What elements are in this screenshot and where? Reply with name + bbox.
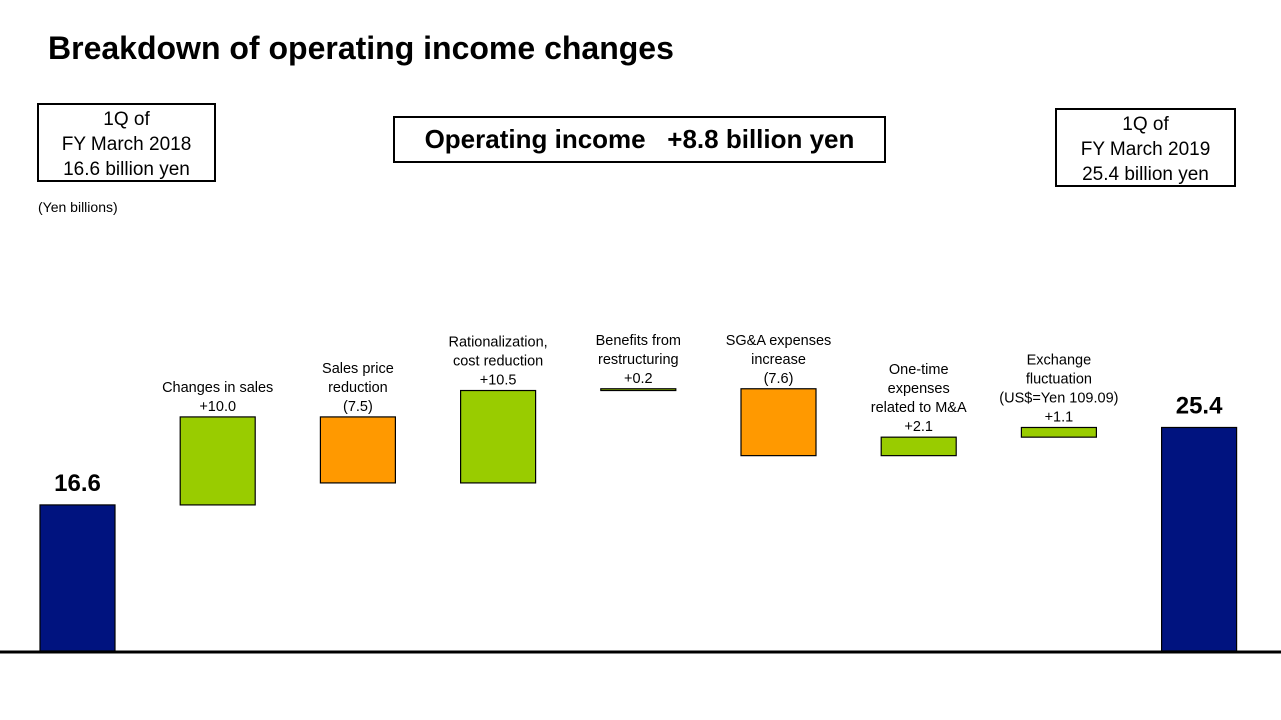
step-category-label: Rationalization,: [449, 335, 548, 351]
headline-box: Operating income +8.8 billion yen: [393, 116, 886, 163]
total-bar: [39, 504, 116, 652]
step-value-label: +0.2: [624, 371, 653, 387]
end-period-line-1: 1Q of: [1122, 114, 1169, 135]
page-title: Breakdown of operating income changes: [48, 30, 674, 66]
step-category-label: reduction: [328, 380, 388, 396]
step-value-label: +10.0: [199, 399, 236, 415]
step-value-label: (7.6): [764, 371, 794, 387]
decrease-bar: [740, 388, 817, 457]
step-category-label: restructuring: [598, 352, 679, 368]
start-period-line-2: FY March 2018: [61, 134, 192, 155]
total-value-label: 16.6: [54, 470, 101, 497]
step-category-label: Changes in sales: [162, 380, 273, 396]
step-value-label: +10.5: [480, 373, 517, 389]
step-value-label: (7.5): [343, 399, 373, 415]
increase-bar: [1020, 426, 1098, 438]
step-category-label: One-time: [889, 362, 949, 378]
total-value-label: 25.4: [1176, 392, 1223, 419]
increase-bar: [460, 389, 537, 484]
increase-bar: [600, 388, 677, 392]
step-category-label: cost reduction: [453, 354, 543, 370]
total-bar: [1160, 426, 1238, 652]
start-period-line-3: 16.6 billion yen: [63, 159, 190, 180]
step-value-label: +2.1: [904, 419, 933, 435]
step-category-label: (US$=Yen 109.09): [999, 390, 1118, 406]
unit-label: (Yen billions): [38, 199, 118, 215]
step-category-label: fluctuation: [1026, 371, 1092, 387]
step-value-label: +1.1: [1045, 409, 1074, 425]
increase-bar: [880, 436, 957, 457]
start-period-line-1: 1Q of: [103, 109, 150, 130]
start-period-box: 1Q of FY March 2018 16.6 billion yen: [37, 103, 216, 182]
step-category-label: SG&A expenses: [726, 333, 832, 349]
end-period-box: 1Q of FY March 2019 25.4 billion yen: [1055, 108, 1236, 187]
step-category-label: Benefits from: [596, 333, 681, 349]
step-category-label: related to M&A: [871, 400, 967, 416]
step-category-label: Exchange: [1027, 352, 1092, 368]
step-category-label: increase: [751, 352, 806, 368]
decrease-bar: [319, 416, 396, 484]
increase-bar: [179, 416, 256, 506]
end-period-line-3: 25.4 billion yen: [1082, 164, 1209, 185]
step-category-label: expenses: [888, 381, 950, 397]
step-category-label: Sales price: [322, 361, 394, 377]
end-period-line-2: FY March 2019: [1080, 139, 1211, 160]
